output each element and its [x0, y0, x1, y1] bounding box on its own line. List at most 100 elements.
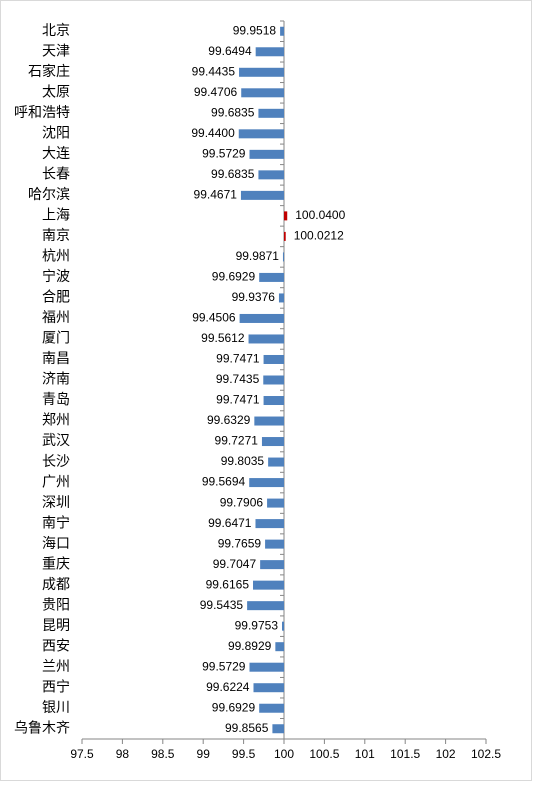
- bar: [261, 437, 284, 447]
- y-tick-label: 福州: [42, 309, 70, 325]
- bar: [259, 272, 284, 282]
- y-tick-label: 西宁: [42, 678, 70, 694]
- bar: [282, 621, 284, 631]
- data-label: 99.7659: [218, 536, 262, 550]
- data-label: 99.4400: [191, 126, 235, 140]
- x-tick-label: 99: [197, 747, 211, 761]
- x-tick-label: 98.5: [151, 747, 175, 761]
- y-tick-label: 南宁: [42, 514, 70, 530]
- data-label: 99.9753: [235, 618, 279, 632]
- data-label: 99.7471: [216, 352, 260, 366]
- data-label: 100.0212: [294, 229, 344, 243]
- data-label: 99.9871: [236, 249, 280, 263]
- data-label: 99.7047: [213, 557, 257, 571]
- y-tick-label: 乌鲁木齐: [14, 719, 70, 735]
- y-tick-label: 济南: [42, 371, 70, 387]
- x-tick-label: 101.5: [390, 747, 420, 761]
- y-tick-label: 西安: [42, 637, 70, 653]
- bar: [248, 334, 284, 344]
- y-tick-label: 南京: [42, 227, 70, 243]
- y-tick-label: 郑州: [42, 412, 70, 428]
- x-tick-label: 102.5: [471, 747, 501, 761]
- bar: [239, 67, 284, 77]
- bar: [263, 354, 284, 364]
- data-label: 99.6835: [211, 105, 255, 119]
- data-label: 99.6929: [212, 700, 256, 714]
- data-label: 99.6929: [212, 270, 256, 284]
- y-tick-label: 青岛: [42, 391, 70, 407]
- x-tick-label: 102: [436, 747, 456, 761]
- data-label: 99.7271: [215, 434, 259, 448]
- data-label: 99.6165: [206, 577, 250, 591]
- y-tick-label: 南昌: [42, 350, 70, 366]
- bar: [258, 170, 284, 180]
- bar: [238, 129, 284, 139]
- y-tick-label: 杭州: [42, 248, 70, 264]
- bar: [272, 724, 284, 734]
- y-tick-label: 厦门: [42, 330, 70, 346]
- data-label: 99.5435: [200, 598, 244, 612]
- data-label: 99.4506: [192, 311, 236, 325]
- bar: [247, 601, 284, 611]
- data-label: 99.7906: [220, 495, 264, 509]
- bar: [284, 211, 288, 221]
- y-tick-label: 石家庄: [28, 63, 70, 79]
- data-label: 99.8929: [228, 639, 272, 653]
- bar: [254, 416, 284, 426]
- x-tick-label: 100: [274, 747, 294, 761]
- data-label: 99.6835: [211, 167, 255, 181]
- bar: [240, 190, 284, 200]
- data-label: 99.6329: [207, 413, 251, 427]
- data-label: 99.5729: [202, 147, 246, 161]
- y-tick-label: 贵阳: [42, 596, 70, 612]
- y-tick-label: 大连: [42, 145, 70, 161]
- bar: [241, 88, 284, 98]
- bar: [249, 149, 284, 159]
- data-label: 99.9518: [233, 23, 277, 37]
- bar: [255, 47, 284, 57]
- x-tick-label: 100.5: [309, 747, 339, 761]
- bar: [259, 703, 284, 713]
- y-tick-label: 长春: [42, 166, 70, 182]
- y-tick-label: 武汉: [42, 432, 70, 448]
- bar: [263, 396, 284, 406]
- data-label: 99.5612: [201, 331, 245, 345]
- data-label: 99.6471: [208, 516, 252, 530]
- y-tick-label: 呼和浩特: [14, 104, 70, 120]
- y-tick-label: 天津: [42, 42, 70, 58]
- data-label: 99.5694: [202, 475, 246, 489]
- y-tick-label: 太原: [42, 84, 70, 100]
- y-tick-label: 沈阳: [42, 125, 70, 141]
- data-label: 99.7435: [216, 372, 260, 386]
- x-tick-label: 98: [116, 747, 130, 761]
- bar: [268, 457, 284, 467]
- bar: [260, 560, 284, 570]
- data-label: 99.4671: [194, 188, 238, 202]
- data-label: 99.9376: [232, 290, 276, 304]
- bar: [253, 580, 284, 590]
- bar: [275, 642, 284, 652]
- bar: [255, 519, 284, 529]
- bar: [253, 683, 284, 693]
- y-tick-label: 银川: [42, 699, 70, 715]
- data-label: 100.0400: [295, 208, 345, 222]
- bar: [265, 539, 284, 549]
- bar: [258, 108, 284, 118]
- data-label: 99.7471: [216, 393, 260, 407]
- bar: [282, 252, 284, 262]
- y-tick-label: 合肥: [42, 289, 70, 305]
- y-tick-label: 哈尔滨: [28, 186, 70, 202]
- data-label: 99.8565: [225, 721, 269, 735]
- bar: [263, 375, 284, 385]
- y-tick-label: 深圳: [42, 494, 70, 510]
- y-tick-label: 昆明: [42, 617, 70, 633]
- x-tick-label: 97.5: [70, 747, 94, 761]
- bar: [249, 478, 284, 488]
- bar: [249, 662, 284, 672]
- bar: [239, 313, 284, 323]
- y-tick-label: 重庆: [42, 555, 70, 571]
- y-tick-label: 北京: [42, 22, 70, 38]
- data-label: 99.5729: [202, 659, 246, 673]
- y-tick-label: 长沙: [42, 453, 70, 469]
